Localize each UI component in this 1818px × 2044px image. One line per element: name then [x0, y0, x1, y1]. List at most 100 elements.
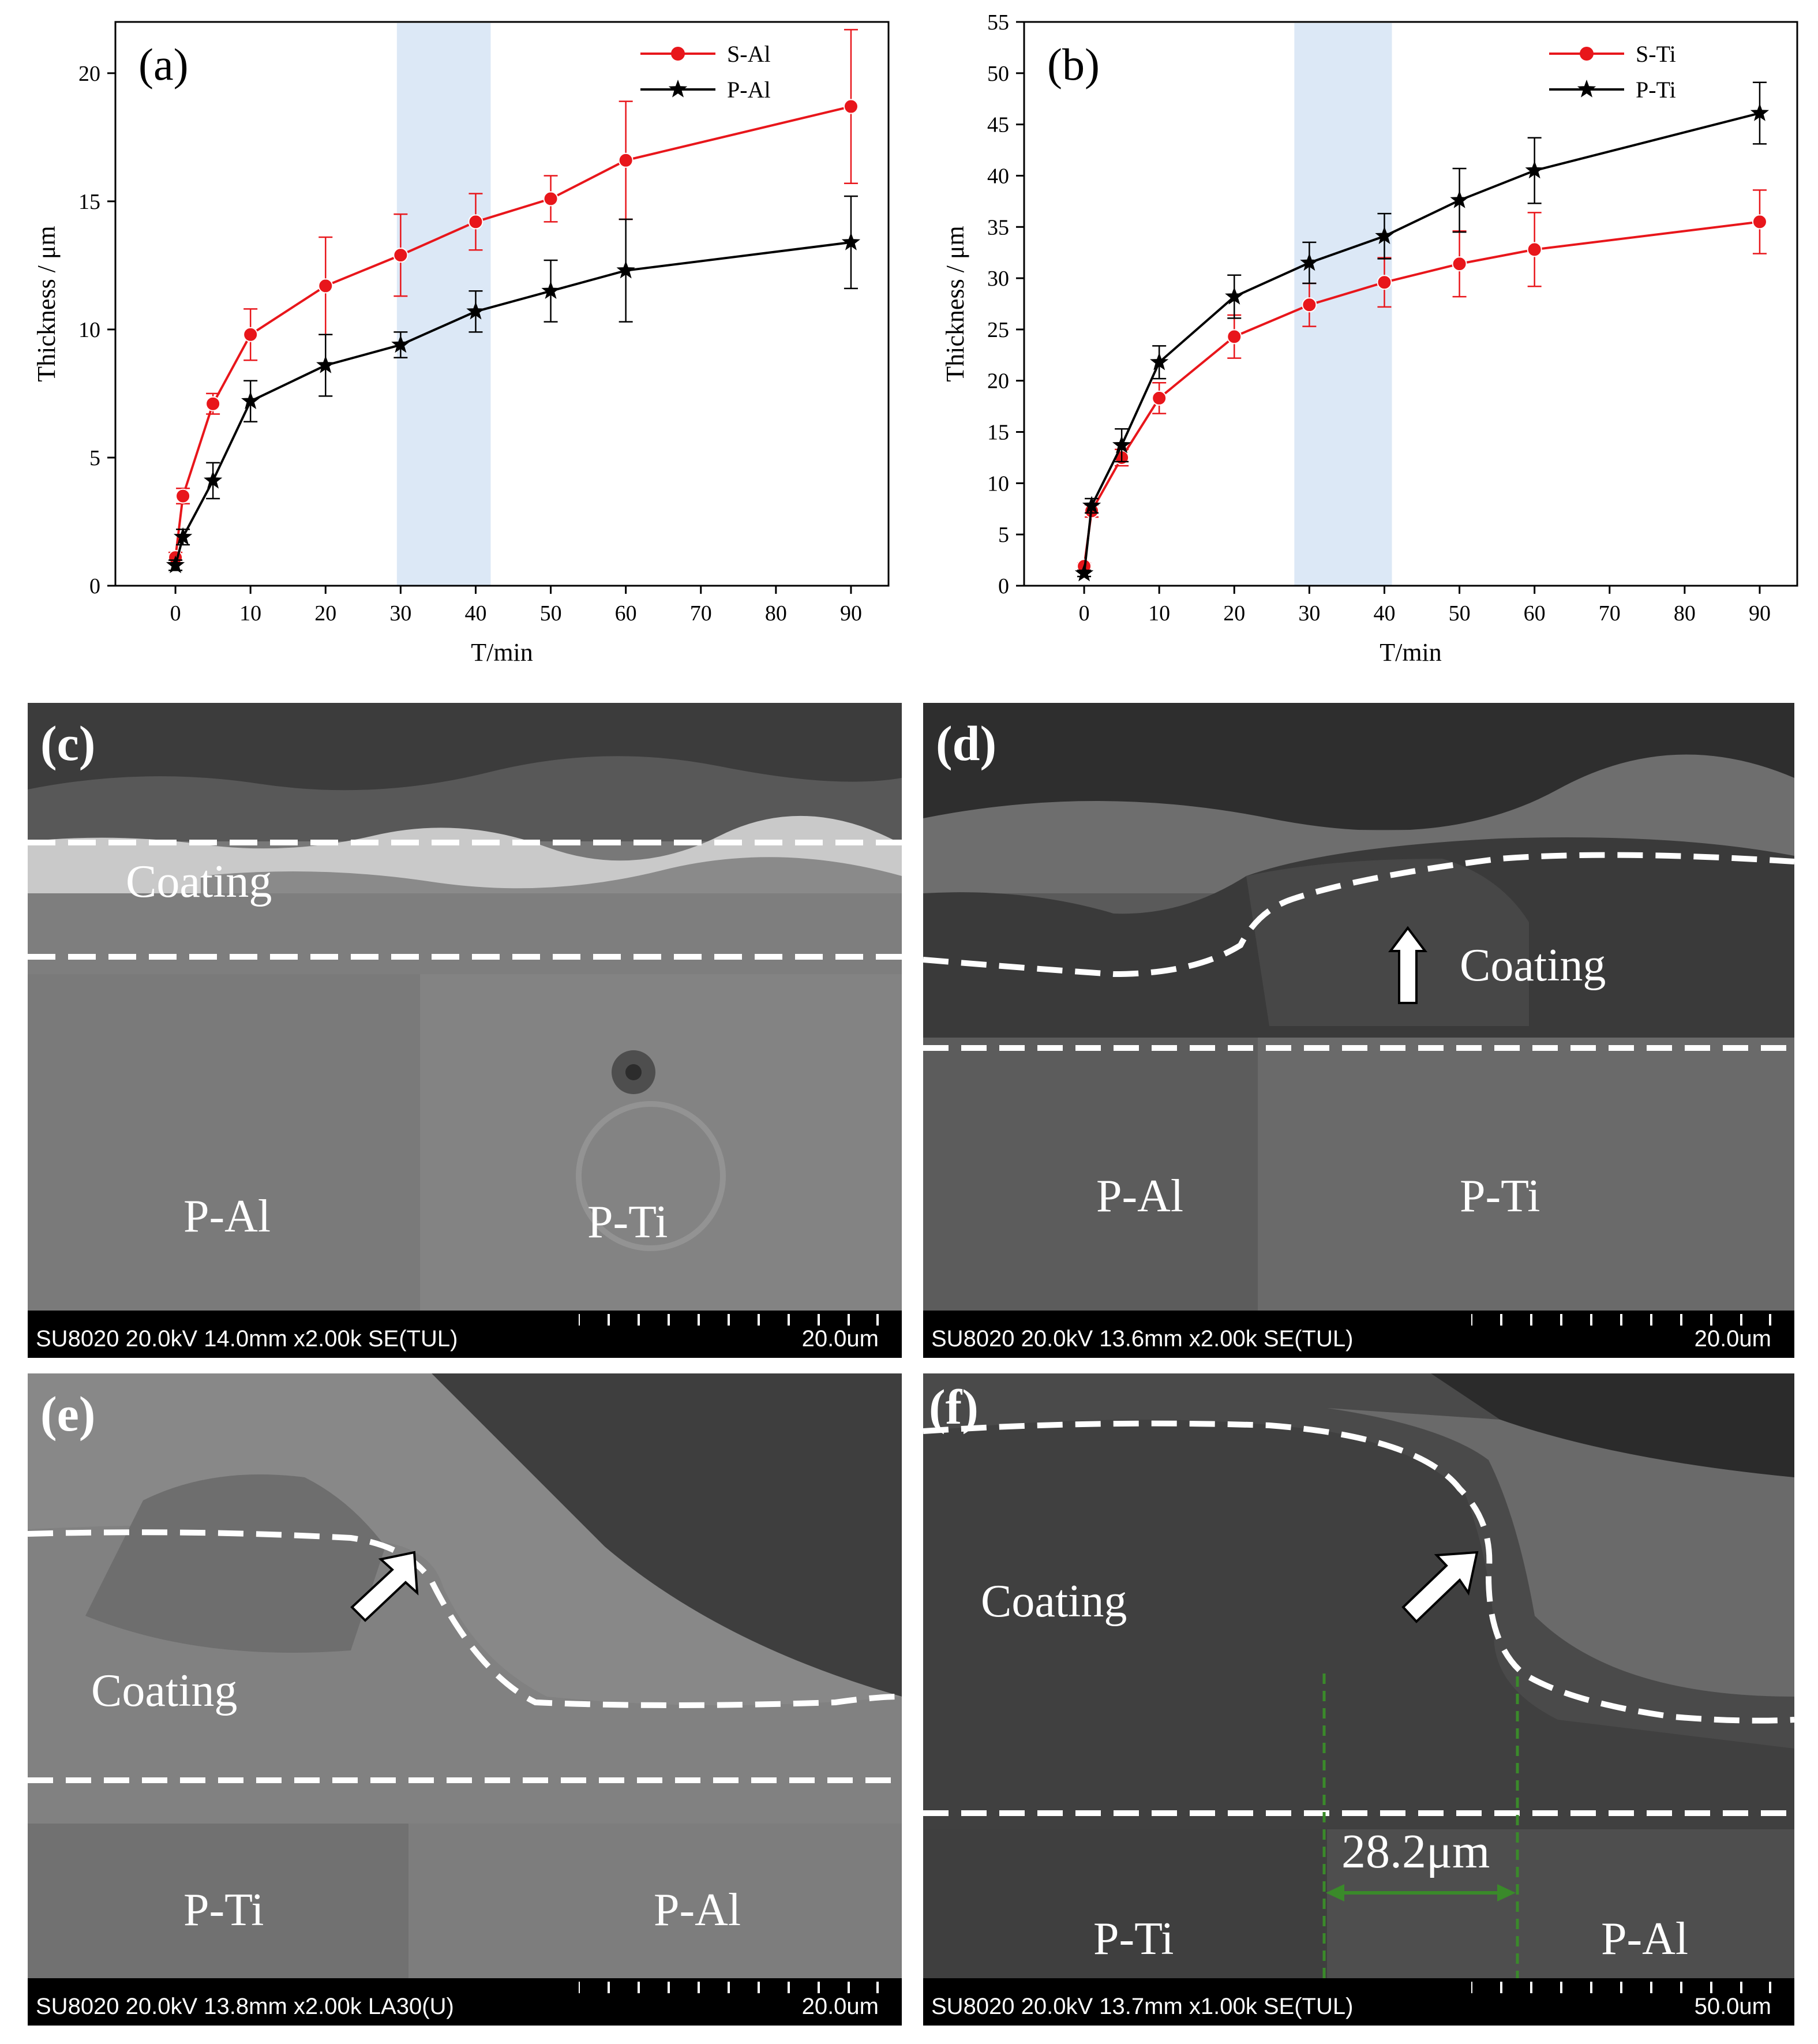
- x-tick-label-a-50: 50: [540, 601, 562, 626]
- legend-label-b-0: S-Ti: [1636, 41, 1676, 67]
- label-p-ti-c: P-Ti: [587, 1197, 668, 1248]
- chart-a: 0 10 20 30 40 50 60 70 80 90 0 5 10 15 20 T/min Thicknes…: [32, 21, 890, 667]
- y-tick-label-b-5: 5: [998, 523, 1009, 547]
- panel-letter-a: (a): [138, 39, 189, 89]
- sem-scale-d: 20.0um: [1694, 1326, 1771, 1352]
- panel-letter-b: (b): [1047, 39, 1100, 89]
- point-b-1-6: [1375, 226, 1394, 244]
- legend-marker-a-1: [668, 80, 688, 98]
- series-line-b-1: [1083, 112, 1760, 574]
- point-a-1-1: [173, 527, 193, 545]
- point-b-1-1: [1082, 496, 1101, 514]
- sem-panel-e: (e) Coating P-Ti P-Al SU8020 20.0kV 13.8…: [28, 1373, 902, 2026]
- y-tick-label-a-15: 15: [78, 190, 100, 214]
- point-a-0-3: [243, 327, 258, 342]
- sem-info-e: SU8020 20.0kV 13.8mm x2.00k LA30(U): [36, 1994, 454, 2019]
- legend-label-a-0: S-Al: [727, 41, 771, 67]
- sem-image-f: [923, 1373, 1794, 2026]
- measurement-label: 28.2μm: [1341, 1825, 1490, 1878]
- panel-letter-d: (d): [936, 716, 997, 771]
- legend-label-b-1: P-Ti: [1636, 77, 1676, 103]
- point-b-1-7: [1450, 190, 1469, 208]
- point-a-1-5: [391, 335, 410, 353]
- point-a-0-6: [468, 214, 483, 230]
- label-coating-d: Coating: [1460, 940, 1606, 991]
- panel-letter-f: (f): [929, 1379, 979, 1435]
- point-a-1-7: [541, 281, 560, 299]
- x-tick-label-a-60: 60: [615, 601, 637, 626]
- x-tick-label-b-50: 50: [1449, 601, 1471, 626]
- scale-ticks-e: [579, 1982, 879, 1993]
- point-b-0-4: [1227, 329, 1242, 345]
- point-a-0-5: [393, 248, 408, 263]
- legend-marker-a-0: [671, 47, 685, 61]
- point-b-1-9: [1750, 103, 1770, 121]
- y-tick-label-a-0: 0: [89, 574, 100, 598]
- plot-frame-b: [1023, 21, 1798, 587]
- scale-ticks-c: [579, 1314, 879, 1326]
- point-a-1-9: [841, 232, 861, 250]
- x-axis-label-a: T/min: [471, 638, 533, 667]
- sem-info-c: SU8020 20.0kV 14.0mm x2.00k SE(TUL): [36, 1326, 458, 1352]
- point-a-1-8: [616, 260, 635, 279]
- sem-info-d: SU8020 20.0kV 13.6mm x2.00k SE(TUL): [931, 1326, 1354, 1352]
- point-a-1-4: [316, 355, 335, 373]
- label-p-al-d: P-Al: [1096, 1171, 1184, 1222]
- point-b-1-5: [1300, 253, 1319, 271]
- sem-image-c: [28, 703, 902, 1358]
- point-a-0-1: [175, 488, 191, 504]
- y-tick-label-b-10: 10: [987, 471, 1009, 496]
- y-tick-label-b-20: 20: [987, 369, 1009, 394]
- x-tick-label-a-90: 90: [840, 601, 862, 626]
- x-tick-label-b-20: 20: [1223, 601, 1245, 626]
- point-b-1-3: [1150, 352, 1169, 370]
- point-b-0-9: [1752, 214, 1767, 230]
- y-tick-label-b-15: 15: [987, 421, 1009, 445]
- sem-scale-f: 50.0um: [1694, 1994, 1771, 2019]
- x-tick-label-b-40: 40: [1373, 601, 1395, 626]
- sem-infobar-f: SU8020 20.0kV 13.7mm x1.00k SE(TUL) 50.0…: [923, 1978, 1794, 2026]
- y-tick-label-b-0: 0: [998, 574, 1009, 598]
- plot-frame-a: [114, 21, 890, 587]
- panel-letter-c: (c): [40, 716, 96, 771]
- x-tick-label-b-80: 80: [1674, 601, 1696, 626]
- point-a-0-2: [205, 396, 221, 411]
- label-coating-e: Coating: [91, 1665, 238, 1716]
- series-line-b-0: [1083, 220, 1760, 567]
- point-b-0-5: [1302, 297, 1317, 313]
- label-p-al-e: P-Al: [654, 1885, 741, 1936]
- x-tick-label-b-10: 10: [1148, 601, 1170, 626]
- sem-scale-e: 20.0um: [801, 1994, 879, 2019]
- label-p-ti-f: P-Ti: [1093, 1914, 1174, 1964]
- point-a-1-6: [466, 301, 485, 320]
- x-tick-label-a-70: 70: [690, 601, 712, 626]
- point-b-1-2: [1112, 435, 1131, 454]
- point-a-0-7: [543, 191, 558, 207]
- label-coating-f: Coating: [981, 1576, 1127, 1627]
- x-tick-label-b-0: 0: [1079, 601, 1090, 626]
- y-tick-label-b-35: 35: [987, 215, 1009, 239]
- legend-marker-b-1: [1577, 80, 1596, 98]
- point-b-0-7: [1452, 256, 1467, 272]
- point-b-0-6: [1377, 275, 1392, 290]
- legend-label-a-1: P-Al: [727, 77, 771, 103]
- x-tick-label-b-70: 70: [1599, 601, 1621, 626]
- y-axis-label-b: Thickness / μm: [941, 226, 969, 381]
- label-coating-c: Coating: [126, 856, 272, 907]
- sem-panel-d: (d) Coating P-Al P-Ti SU8020 20.0kV 13.6…: [923, 703, 1794, 1358]
- y-tick-label-b-25: 25: [987, 318, 1009, 342]
- chart-b: 0 10 20 30 40 50 60 70 80 90 0 5 10 15 20 25 30 35 40 45 50 5…: [941, 10, 1798, 667]
- x-tick-label-a-80: 80: [765, 601, 787, 626]
- y-tick-label-b-40: 40: [987, 164, 1009, 188]
- sem-info-f: SU8020 20.0kV 13.7mm x1.00k SE(TUL): [931, 1994, 1354, 2019]
- series-line-a-0: [174, 105, 852, 558]
- label-p-al-f: P-Al: [1601, 1914, 1689, 1964]
- point-a-0-8: [618, 152, 634, 168]
- panel-letter-e: (e): [40, 1386, 96, 1442]
- sem-infobar-e: SU8020 20.0kV 13.8mm x2.00k LA30(U) 20.0…: [28, 1978, 902, 2026]
- scale-ticks-f: [1471, 1982, 1771, 1993]
- point-b-1-4: [1225, 287, 1244, 305]
- y-tick-label-a-5: 5: [89, 446, 100, 470]
- point-a-1-3: [241, 391, 260, 409]
- y-tick-label-a-20: 20: [78, 62, 100, 86]
